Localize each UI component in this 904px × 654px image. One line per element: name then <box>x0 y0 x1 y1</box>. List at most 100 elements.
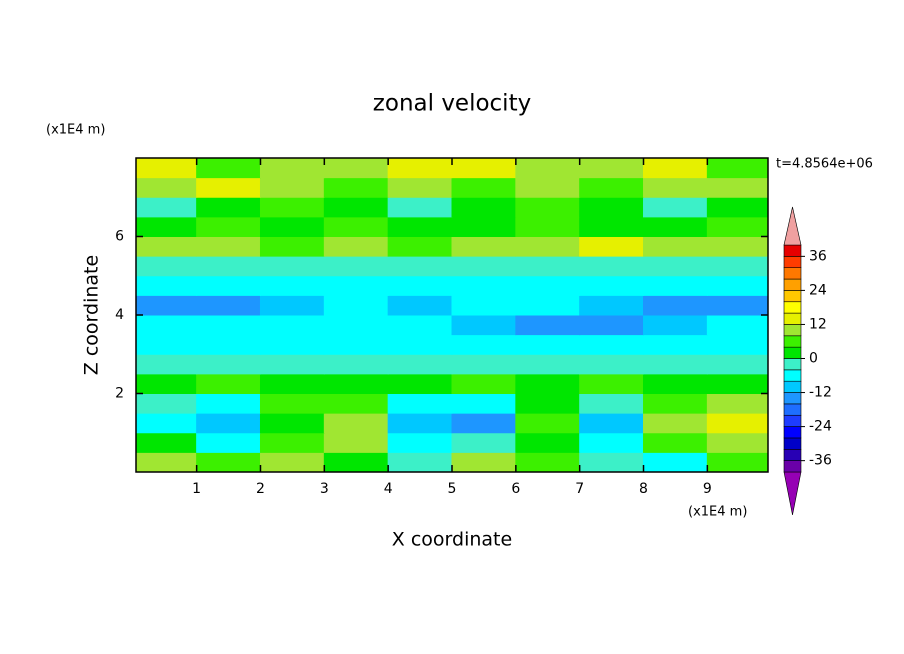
contour-cell <box>387 177 453 198</box>
contour-cell <box>196 275 261 296</box>
y-axis-title: Z coordinate <box>81 255 103 375</box>
y-tick-label: 4 <box>115 307 124 323</box>
contour-cell <box>387 158 453 179</box>
contour-cell <box>323 255 389 277</box>
contour-cell <box>515 196 581 218</box>
contour-cell <box>643 314 708 336</box>
contour-cell <box>136 255 198 277</box>
contour-cell <box>579 393 645 414</box>
colorbar-box <box>783 369 802 382</box>
contour-cell <box>579 255 645 277</box>
contour-cell <box>515 294 581 316</box>
contour-cell <box>515 216 581 237</box>
contour-cell <box>451 451 517 472</box>
contour-cell <box>579 275 645 296</box>
contour-cell <box>515 236 581 257</box>
contour-cell <box>136 236 198 257</box>
contour-cell <box>323 216 389 237</box>
contour-cell <box>323 393 389 414</box>
contour-cell <box>136 294 198 316</box>
contour-cell <box>579 216 645 237</box>
contour-cell <box>451 216 517 237</box>
contour-cell <box>643 353 708 375</box>
colorbar-box <box>783 256 802 269</box>
colorbar-box <box>783 403 802 416</box>
contour-cell <box>196 353 261 375</box>
contour-cell <box>515 255 581 277</box>
contour-cell <box>136 412 198 434</box>
contour-cell <box>387 216 453 237</box>
contour-cell <box>136 314 198 336</box>
contour-cell <box>643 412 708 434</box>
x-tick-label: 7 <box>575 481 584 497</box>
contour-cell <box>387 196 453 218</box>
contour-cell <box>451 177 517 198</box>
contour-cell <box>136 275 198 296</box>
contour-cell <box>196 373 261 394</box>
contour-cell <box>451 236 517 257</box>
colorbar-box <box>783 414 802 427</box>
contour-cell <box>706 275 768 296</box>
contour-cell <box>451 373 517 394</box>
contour-cell <box>706 451 768 472</box>
contour-cell <box>515 432 581 453</box>
contour-field <box>136 158 768 472</box>
colorbar-triangle <box>783 206 802 246</box>
colorbar-box <box>783 437 802 450</box>
contour-cell <box>451 294 517 316</box>
contour-cell <box>515 158 581 179</box>
contour-cell <box>515 275 581 296</box>
y-unit: (x1E4 m) <box>46 123 105 138</box>
colorbar-label: 0 <box>809 351 818 367</box>
contour-cell <box>259 158 325 179</box>
chart-title: zonal velocity <box>373 91 531 117</box>
y-tick-label: 2 <box>115 386 124 402</box>
contour-cell <box>706 432 768 453</box>
contour-cell <box>196 432 261 453</box>
colorbar-box <box>783 335 802 348</box>
colorbar-label: -24 <box>809 419 832 435</box>
contour-cell <box>387 294 453 316</box>
contour-cell <box>451 196 517 218</box>
contour-cell <box>515 451 581 472</box>
contour-cell <box>451 353 517 375</box>
contour-cell <box>451 393 517 414</box>
contour-cell <box>323 373 389 394</box>
colorbar-box <box>783 380 802 393</box>
contour-cell <box>451 314 517 336</box>
contour-cell <box>196 255 261 277</box>
contour-cell <box>259 314 325 336</box>
contour-cell <box>451 412 517 434</box>
contour-cell <box>387 412 453 434</box>
contour-cell <box>643 275 708 296</box>
colorbar-box <box>783 301 802 314</box>
contour-cell <box>323 177 389 198</box>
contour-cell <box>387 432 453 453</box>
contour-cell <box>579 334 645 355</box>
contour-cell <box>706 177 768 198</box>
contour-cell <box>643 393 708 414</box>
colorbar-box <box>783 346 802 359</box>
contour-cell <box>706 393 768 414</box>
x-unit: (x1E4 m) <box>688 505 747 520</box>
contour-cell <box>706 373 768 394</box>
contour-cell <box>387 334 453 355</box>
contour-cell <box>579 294 645 316</box>
contour-cell <box>259 412 325 434</box>
contour-cell <box>323 158 389 179</box>
colorbar-box <box>783 460 802 473</box>
contour-cell <box>706 255 768 277</box>
contour-cell <box>515 393 581 414</box>
x-axis-title: X coordinate <box>392 529 512 551</box>
contour-cell <box>323 236 389 257</box>
contour-cell <box>259 216 325 237</box>
x-tick-label: 1 <box>192 481 201 497</box>
colorbar-box <box>783 278 802 291</box>
contour-cell <box>579 158 645 179</box>
contour-cell <box>451 334 517 355</box>
contour-cell <box>579 177 645 198</box>
contour-cell <box>643 255 708 277</box>
contour-cell <box>706 314 768 336</box>
contour-cell <box>259 196 325 218</box>
